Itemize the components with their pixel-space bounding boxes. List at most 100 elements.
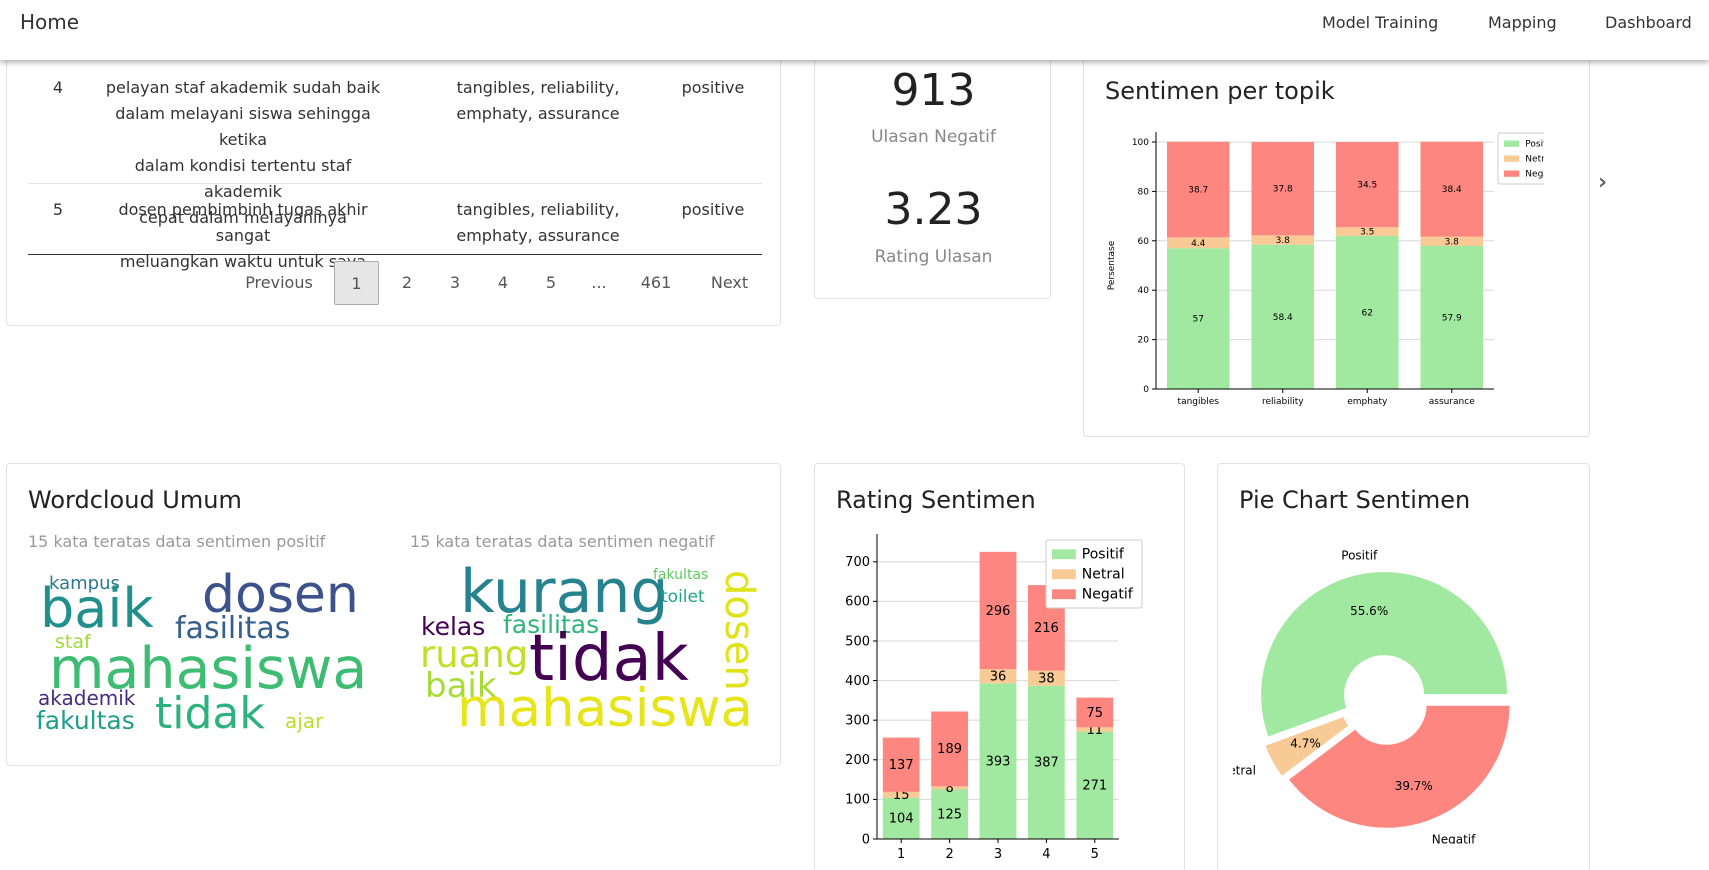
- bar-value-label: 34.5: [1357, 181, 1377, 191]
- bar-segment-netral: [979, 669, 1017, 684]
- bar-segment-negatif: [931, 711, 968, 787]
- word-fasilitas: fasilitas: [175, 611, 291, 646]
- y-tick-label: 0: [862, 832, 870, 847]
- bar-segment-negatif: [1076, 697, 1114, 728]
- pagination-page-last[interactable]: 461: [640, 273, 672, 292]
- legend-label-positif: Positif: [1082, 547, 1125, 563]
- review-text-line: pelayan staf akademik sudah baik: [105, 78, 381, 97]
- bar-value-label: 393: [986, 755, 1011, 770]
- pagination-previous[interactable]: Previous: [245, 273, 313, 292]
- bar-value-label: 3.8: [1445, 237, 1460, 247]
- pie-slice-positif: [1259, 570, 1510, 740]
- pie-sentiment-chart: 55.6% Positif 4.7% Netral 39.7% Negatif: [1233, 548, 1512, 844]
- legend-swatch-negatif: [1504, 170, 1520, 177]
- word-ajar: ajar: [285, 709, 324, 733]
- y-tick-label: 600: [845, 595, 870, 610]
- bar-value-label: 296: [986, 604, 1011, 619]
- row-number: 4: [52, 78, 64, 97]
- bar-segment-negatif: [1420, 141, 1484, 237]
- pagination-next[interactable]: Next: [710, 273, 749, 292]
- legend-swatch-netral: [1052, 569, 1076, 580]
- x-tick-label: reliability: [1262, 397, 1304, 407]
- pagination-page-2[interactable]: 2: [401, 273, 413, 292]
- word-baik: baik: [40, 577, 154, 640]
- bar-value-label: 15: [893, 788, 910, 803]
- word-mahasiswa: mahasiswa: [457, 678, 753, 739]
- pagination-page-4[interactable]: 4: [497, 273, 509, 292]
- y-tick-label: 40: [1138, 286, 1150, 296]
- pie-sentiment-card: Pie Chart Sentimen 55.6% Positif 4.7% Netra…: [1217, 463, 1590, 870]
- review-sentiment: positive: [681, 78, 745, 97]
- topic-chart-title: Sentimen per topik: [1105, 77, 1335, 105]
- bar-value-label: 137: [889, 758, 914, 773]
- review-sentiment: positive: [681, 200, 745, 219]
- wordcloud-title: Wordcloud Umum: [28, 486, 242, 514]
- bar-value-label: 37.8: [1273, 185, 1293, 195]
- bar-segment-positif: [882, 797, 920, 839]
- y-tick-label: 500: [845, 634, 870, 649]
- y-tick-label: 80: [1138, 187, 1150, 197]
- word-dosen: dosen: [202, 565, 359, 625]
- nav-link-model-training[interactable]: Model Training: [1322, 13, 1439, 32]
- review-topics: tangibles, reliability, emphaty, assuran…: [438, 75, 638, 127]
- review-text-line: dalam kondisi tertentu staf akademik: [134, 156, 352, 201]
- bar-segment-positif: [1028, 685, 1065, 839]
- bar-segment-netral: [1251, 235, 1315, 245]
- bar-segment-negatif: [1166, 141, 1230, 238]
- pie-category-label: Negatif: [1432, 832, 1476, 844]
- word-dosen: dosen: [716, 570, 762, 691]
- x-tick-label: tangibles: [1178, 397, 1220, 407]
- review-rating-label: Rating Ulasan: [874, 247, 993, 267]
- topics-line: tangibles, reliability,: [456, 78, 620, 97]
- rating-sentiment-card: Rating Sentimen 0 100 200 300 400 500 600 700 10…: [814, 463, 1185, 870]
- bar-segment-netral: [1028, 670, 1065, 686]
- word-fasilitas: fasilitas: [503, 610, 600, 639]
- bar-value-label: 62: [1362, 308, 1373, 318]
- bar-value-label: 387: [1034, 756, 1059, 771]
- legend-swatch-positif: [1504, 140, 1520, 147]
- bar-segment-positif: [931, 789, 968, 839]
- word-toilet: toilet: [661, 587, 705, 607]
- word-kurang: kurang: [460, 557, 669, 627]
- topic-sentiment-chart: 0 20 40 60 80 100 57 4.4 38.7 tangibles 58.4 3.8 37.…: [1107, 132, 1544, 407]
- bar-value-label: 57.9: [1442, 313, 1462, 323]
- review-topics: tangibles, reliability, emphaty, assuran…: [438, 197, 638, 249]
- negative-review-count: 913: [891, 65, 976, 116]
- bar-value-label: 57: [1193, 315, 1204, 325]
- bar-segment-positif: [1420, 245, 1484, 389]
- bar-value-label: 8: [945, 781, 953, 796]
- nav-link-dashboard[interactable]: Dashboard: [1605, 13, 1692, 32]
- review-text-line: cepat dalam melayaninya: [139, 208, 347, 227]
- home-brand-link[interactable]: Home: [20, 10, 80, 34]
- pie-slice-netral: [1262, 714, 1351, 779]
- legend-swatch-positif: [1052, 549, 1076, 560]
- bar-segment-positif: [1251, 244, 1315, 389]
- bar-value-label: 4.4: [1191, 239, 1206, 249]
- pagination-page-1[interactable]: 1: [334, 261, 379, 305]
- word-akademik: akademik: [38, 686, 136, 710]
- x-tick-label: 2: [945, 847, 953, 862]
- table-bottom-rule: [28, 254, 762, 255]
- pie-percent-label: 55.6%: [1350, 604, 1388, 618]
- legend-label-negatif: Negatif: [1082, 587, 1134, 603]
- bar-value-label: 125: [937, 808, 962, 823]
- y-tick-label: 200: [845, 753, 870, 768]
- word-kampus: kampus: [49, 573, 120, 594]
- chevron-right-icon[interactable]: ›: [1598, 170, 1608, 195]
- nav-link-mapping[interactable]: Mapping: [1488, 13, 1557, 32]
- bar-value-label: 271: [1082, 779, 1107, 794]
- bar-segment-netral: [1166, 237, 1230, 249]
- positive-wordcloud-caption: 15 kata teratas data sentimen positif: [28, 532, 326, 551]
- bar-segment-positif: [1166, 248, 1230, 389]
- word-fakultas: fakultas: [653, 567, 709, 583]
- pagination-page-5[interactable]: 5: [545, 273, 557, 292]
- y-tick-label: 0: [1143, 385, 1149, 395]
- word-fakultas: fakultas: [36, 706, 135, 735]
- y-tick-label: 60: [1138, 237, 1150, 247]
- rating-sentiment-chart: 0 100 200 300 400 500 600 700 104 15 137 1 125 8 189 2 3…: [845, 534, 1143, 862]
- review-text: dosen pembimbinh tugas akhir sangat melu…: [98, 197, 388, 275]
- bar-segment-netral: [1420, 236, 1484, 246]
- pagination-page-3[interactable]: 3: [449, 273, 461, 292]
- bar-value-label: 38: [1038, 672, 1055, 687]
- word-tidak: tidak: [155, 688, 265, 739]
